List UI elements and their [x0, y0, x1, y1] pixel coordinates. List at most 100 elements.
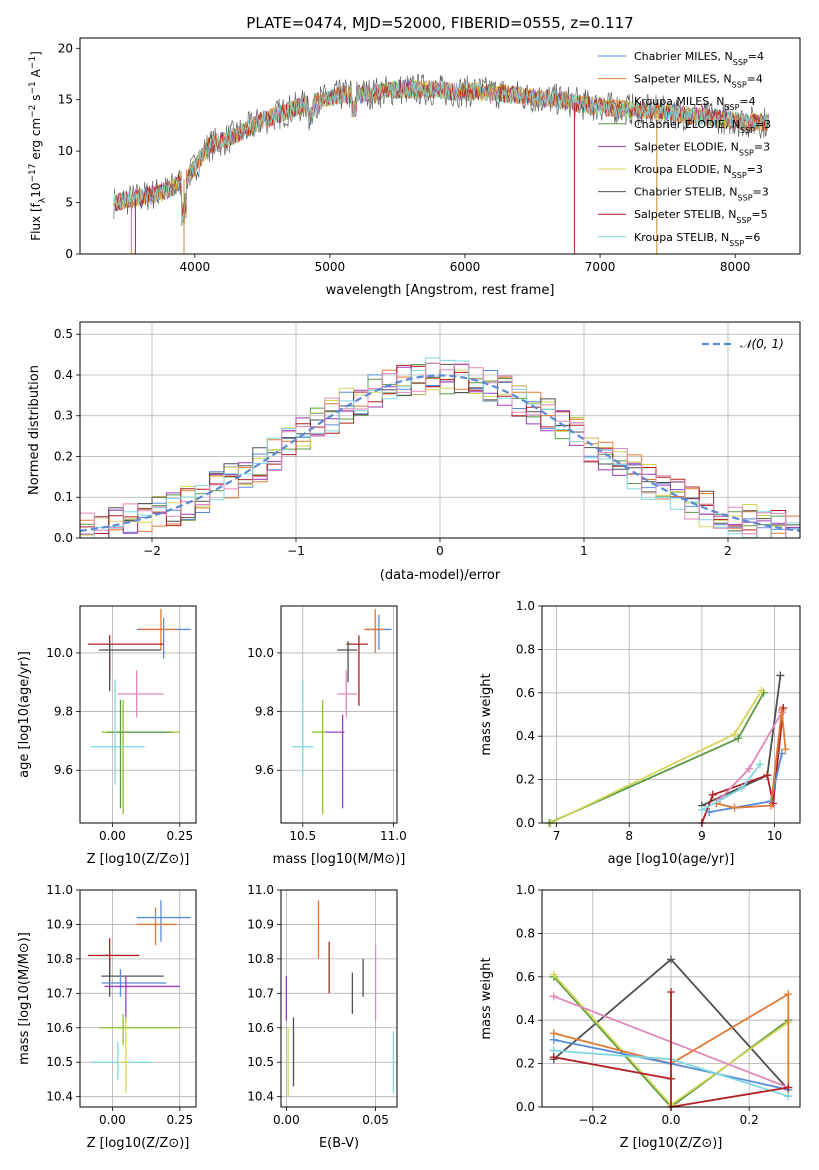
data-point-marker [784, 1083, 793, 1092]
data-point-marker [667, 955, 675, 964]
data-point-marker [784, 990, 793, 999]
data-point-marker [549, 1035, 558, 1044]
data-point-marker [667, 1074, 675, 1083]
plot-area [291, 608, 392, 815]
spectrum-title: PLATE=0474, MJD=52000, FIBERID=0555, z=0… [246, 14, 633, 32]
data-point-marker [549, 992, 558, 1001]
y-axis-label: age [log10(age/yr)] [17, 651, 32, 778]
data-point-marker [737, 784, 746, 793]
legend-value: =3 [754, 140, 770, 153]
legend-sub: SSP [740, 125, 755, 134]
x-axis-label: mass [log10(M/M⊙)] [273, 852, 406, 867]
legend-sub: SSP [738, 193, 753, 202]
ylabel-part: s [29, 95, 43, 105]
panel-spectrum: PLATE=0474, MJD=52000, FIBERID=0555, z=0… [28, 14, 801, 298]
data-point-marker [705, 808, 714, 817]
x-tick-label: 9 [698, 829, 706, 843]
panel-age_vs_mass: 10.5 11.0 9.6 9.8 10.0 mass [log10(M/M⊙)] [247, 605, 407, 867]
spectrum-line [113, 79, 770, 222]
x-tick-label: 10 [767, 829, 782, 843]
data-point-marker [697, 805, 706, 814]
legend-sub: SSP [724, 103, 739, 112]
panel-massweight_vs_age: 7 8 9 10 0.0 0.2 0.4 0.6 0.8 1.0 age [log10(age/yr… [479, 599, 801, 867]
legend-label: Kroupa MILES, N [634, 95, 724, 108]
legend-entry: Kroupa STELIB, NSSP=6 [634, 231, 760, 248]
histogram-step [80, 364, 800, 539]
ylabel-part: 10 [29, 183, 43, 198]
legend-label: Salpeter ELODIE, N [634, 140, 739, 153]
y-tick-label: 0.8 [516, 642, 535, 656]
data-point-marker [549, 970, 558, 979]
legend-entry: Kroupa MILES, NSSP=4 [634, 95, 756, 112]
y-tick-label: 10.9 [247, 917, 274, 931]
ylabel-part: λ [38, 197, 48, 203]
y-axis-label: mass weight [479, 957, 494, 1039]
y-tick-label: 0.4 [54, 368, 73, 382]
legend-value: =4 [748, 50, 764, 63]
x-tick-label: 4000 [180, 260, 211, 274]
ylabel-part: A [29, 68, 43, 81]
x-tick-label: 10.5 [289, 829, 316, 843]
x-tick-label: 0.25 [166, 829, 193, 843]
histogram-step [80, 362, 800, 539]
legend-value: =3 [755, 118, 771, 131]
y-tick-label: 10.5 [46, 1055, 73, 1069]
legend-sub: SSP [732, 171, 747, 180]
legend-value: =3 [753, 186, 769, 199]
y-tick-label: 9.8 [255, 705, 274, 719]
axes-frame [79, 889, 197, 1108]
data-point-marker [730, 803, 739, 812]
x-tick-label: 0.00 [273, 1113, 300, 1127]
x-tick-label: 8 [625, 829, 633, 843]
y-tick-label: 10.8 [46, 952, 73, 966]
y-tick-label: 10.5 [247, 1055, 274, 1069]
y-tick-label: 11.0 [46, 883, 73, 897]
legend-label: Chabrier MILES, N [634, 50, 733, 63]
x-tick-label: 0.00 [99, 829, 126, 843]
ylabel-part: ] [29, 51, 43, 56]
data-point-marker [777, 706, 786, 715]
y-tick-label: 10.6 [46, 1021, 73, 1035]
spectrum-line [113, 79, 770, 217]
x-tick-label: −1 [287, 544, 305, 558]
y-tick-label: 15 [58, 93, 73, 107]
spectrum-axes-frame [79, 37, 801, 255]
legend-value: =4 [739, 95, 755, 108]
y-tick-label: 1.0 [516, 883, 535, 897]
x-axis-label: E(B-V) [319, 1136, 359, 1151]
x-axis-label: Z [log10(Z/Z⊙)] [87, 852, 190, 867]
y-tick-label: 0.1 [54, 490, 73, 504]
data-point-marker [756, 760, 765, 769]
legend-entry: Salpeter STELIB, NSSP=5 [634, 208, 768, 225]
y-tick-label: 0.2 [54, 449, 73, 463]
y-tick-label: 10.8 [247, 952, 274, 966]
y-tick-label: 0.5 [54, 327, 73, 341]
y-tick-label: 10 [58, 144, 73, 158]
panel-mass_vs_Z: 0.00 0.25 10.4 10.5 10.6 10.7 10.8 10.9 11.0 Z [l… [17, 883, 197, 1151]
legend-value: =3 [747, 163, 763, 176]
spectrum-ylabel: Flux [fλ10−17 erg cm−2 s−1 A−1] [28, 51, 48, 241]
ticks: 0.00 0.05 10.4 10.5 10.6 10.7 10.8 10.9 11.0 [247, 883, 389, 1127]
legend-value: =6 [744, 231, 760, 244]
x-tick-label: 5000 [315, 260, 346, 274]
data-point-marker [781, 745, 790, 754]
data-point-marker [777, 749, 786, 758]
ticks: −0.2 0.0 0.2 0.0 0.2 0.4 0.6 0.8 1.0 [516, 883, 759, 1127]
data-point-marker [549, 1053, 558, 1062]
y-tick-label: 9.6 [54, 763, 73, 777]
y-tick-label: 11.0 [247, 883, 274, 897]
spectrum-xlabel: wavelength [Angstrom, rest frame] [326, 283, 555, 298]
y-axis-label: mass [log10(M/M⊙)] [17, 932, 32, 1065]
legend-sub: SSP [733, 58, 748, 67]
x-tick-label: 11.0 [380, 829, 407, 843]
data-point-marker [734, 734, 743, 743]
y-tick-label: 5 [65, 196, 73, 210]
series-line [553, 992, 790, 1097]
axes-frame [280, 605, 398, 824]
ticks: 10.5 11.0 9.6 9.8 10.0 [247, 646, 406, 843]
y-tick-label: 0.0 [516, 816, 535, 830]
legend-value: =5 [751, 208, 767, 221]
histogram-step [80, 357, 800, 539]
legend-value: =4 [747, 73, 763, 86]
y-tick-label: 10.7 [46, 986, 73, 1000]
